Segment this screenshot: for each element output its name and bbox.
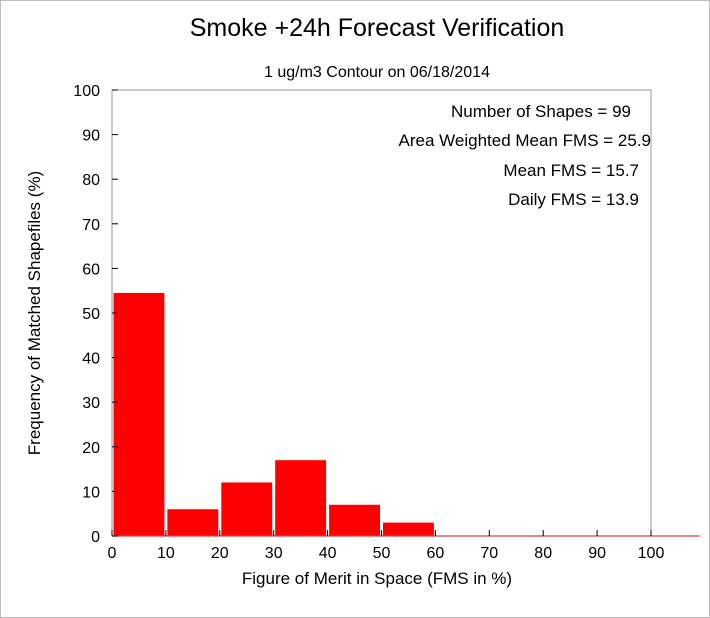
x-tick-label: 0 (108, 545, 117, 562)
annotation-mean-fms: Mean FMS = 15.7 (503, 161, 639, 180)
annotation-area-weighted-mean-fms: Area Weighted Mean FMS = 25.9 (399, 131, 651, 150)
x-ticks-group: 0 10 20 30 40 50 60 70 80 90 100 (108, 530, 665, 562)
x-tick-label: 20 (211, 545, 229, 562)
x-tick-label: 10 (157, 545, 175, 562)
bar-0-10 (113, 292, 165, 536)
x-tick-label: 90 (588, 545, 606, 562)
x-tick-label: 40 (319, 545, 337, 562)
bar-10-20 (167, 509, 219, 536)
x-tick-label: 30 (265, 545, 283, 562)
y-tick-label: 30 (82, 395, 100, 412)
annotation-number-of-shapes: Number of Shapes = 99 (451, 102, 631, 121)
y-tick-label: 20 (82, 440, 100, 457)
x-tick-label: 80 (534, 545, 552, 562)
y-tick-label: 60 (82, 261, 100, 278)
y-tick-label: 70 (82, 217, 100, 234)
bar-30-40 (275, 460, 327, 536)
bar-20-30 (221, 482, 273, 536)
plot-area (111, 89, 652, 537)
chart-subtitle: 1 ug/m3 Contour on 06/18/2014 (264, 64, 490, 81)
y-tick-label: 0 (91, 529, 100, 546)
x-tick-label: 50 (373, 545, 391, 562)
x-tick-label: 100 (638, 545, 665, 562)
bars-group (113, 292, 434, 536)
x-tick-label: 60 (427, 545, 445, 562)
bar-50-60 (383, 522, 434, 536)
x-axis-label: Figure of Merit in Space (FMS in %) (242, 569, 512, 588)
y-tick-label: 50 (82, 306, 100, 323)
y-tick-label: 10 (82, 484, 100, 501)
y-tick-label: 90 (82, 128, 100, 145)
x-tick-label: 70 (480, 545, 498, 562)
y-tick-label: 80 (82, 172, 100, 189)
y-axis-label: Frequency of Matched Shapefiles (%) (25, 171, 44, 455)
y-ticks-group: 0 10 20 30 40 50 60 70 80 90 100 (73, 83, 118, 546)
chart-title: Smoke +24h Forecast Verification (190, 14, 565, 42)
y-tick-label: 40 (82, 351, 100, 368)
bar-40-50 (329, 504, 380, 536)
annotation-daily-fms: Daily FMS = 13.9 (508, 190, 639, 209)
y-tick-label: 100 (73, 83, 100, 100)
